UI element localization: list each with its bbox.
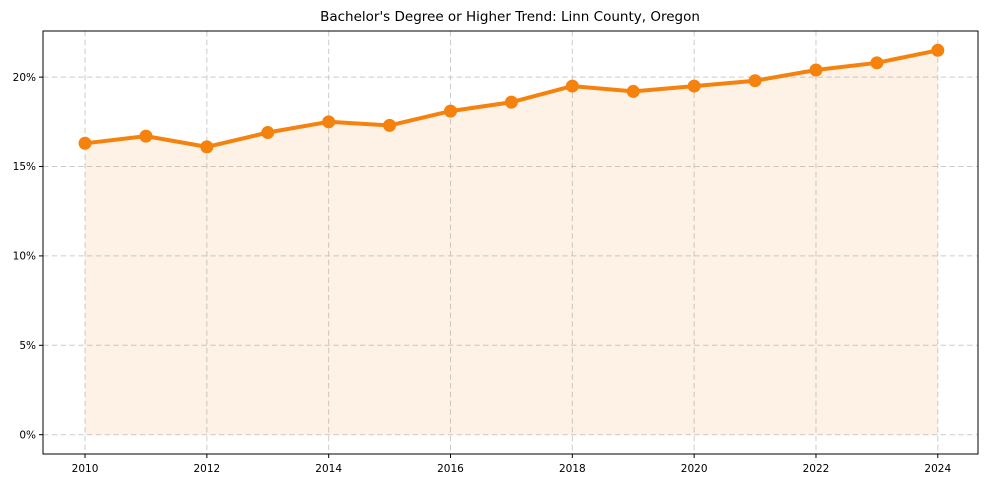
data-point-marker [626,84,640,98]
x-tick-label: 2018 [559,463,586,475]
x-tick-label: 2012 [193,463,220,475]
data-point-marker [565,79,579,93]
data-point-marker [931,43,945,57]
y-tick-label: 15% [13,161,36,173]
area-fill [85,50,938,435]
x-tick-label: 2010 [72,463,99,475]
data-point-marker [200,140,214,154]
y-tick-label: 20% [13,72,36,84]
x-tick-label: 2022 [803,463,830,475]
x-tick-label: 2024 [924,463,951,475]
y-tick-label: 5% [19,340,36,352]
data-point-marker [139,129,153,143]
data-point-marker [870,56,884,70]
data-point-marker [261,126,275,140]
data-point-marker [687,79,701,93]
data-point-marker [78,136,92,150]
x-tick-label: 2020 [681,463,708,475]
plot-area: 2010 2012 2014 2016 2018 2020 2022 2024 0% 5% 10% 1… [13,30,979,475]
chart-title: Bachelor's Degree or Higher Trend: Linn … [320,9,700,25]
y-tick-label: 10% [13,251,36,263]
data-point-marker [748,74,762,88]
data-point-marker [809,63,823,77]
plot-border [42,30,979,455]
data-point-marker [322,115,336,129]
data-point-marker [504,95,518,109]
data-point-marker [383,118,397,132]
data-point-marker [444,104,458,118]
y-tick-label: 0% [19,429,36,441]
x-tick-label: 2014 [315,463,342,475]
x-tick-label: 2016 [437,463,464,475]
